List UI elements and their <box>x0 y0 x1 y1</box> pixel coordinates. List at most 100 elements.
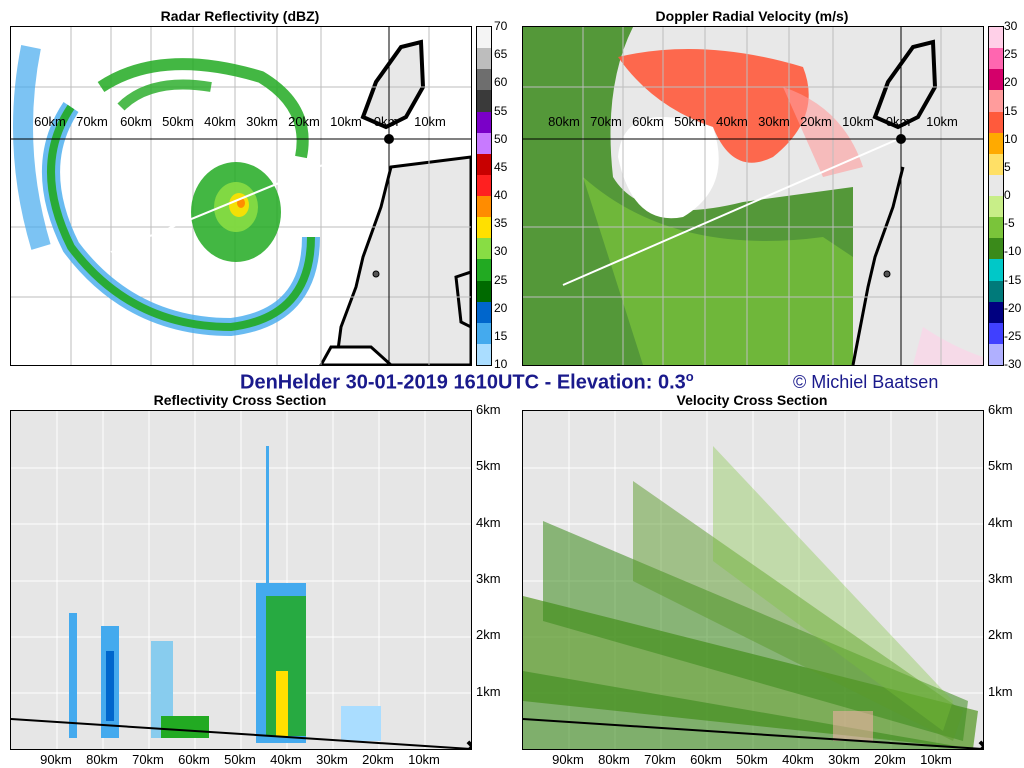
copyright: © Michiel Baatsen <box>793 372 939 392</box>
cross-x-label: 70km <box>132 752 164 767</box>
vel-km-label: 50km <box>674 114 706 129</box>
refl-cross-title: Reflectivity Cross Section <box>153 392 327 408</box>
colorbar-tick-label: -15 <box>1004 272 1022 287</box>
cross-x-label: 30km <box>828 752 860 767</box>
colorbar-tick-label: 20 <box>494 300 508 315</box>
height-label: 2km <box>988 627 1013 643</box>
velocity-title: Doppler Radial Velocity (m/s) <box>655 8 849 24</box>
colorbar-segment <box>477 132 491 156</box>
height-label: 3km <box>988 570 1013 586</box>
cross-x-label: 80km <box>86 752 118 767</box>
colorbar-tick-label: 35 <box>494 216 508 231</box>
refl-km-label: 60km <box>34 114 66 129</box>
height-label: 1km <box>476 683 501 699</box>
velocity-colorbar <box>988 26 1004 366</box>
colorbar-tick-label: -20 <box>1004 300 1022 315</box>
colorbar-segment <box>989 343 1003 365</box>
colorbar-tick-label: 10 <box>494 357 508 371</box>
colorbar-segment <box>477 27 491 50</box>
vel-km-label: 70km <box>590 114 622 129</box>
cross-x-label: 20km <box>874 752 906 767</box>
svg-text:✖: ✖ <box>465 737 471 749</box>
colorbar-segment <box>477 343 491 365</box>
height-label: 2km <box>476 627 501 643</box>
colorbar-segment <box>477 259 491 283</box>
colorbar-tick-label: -5 <box>1004 216 1015 231</box>
colorbar-tick-label: 30 <box>1004 19 1018 33</box>
vel-km-label: 10km <box>926 114 958 129</box>
refl-cross-section: ✖ <box>10 410 472 750</box>
colorbar-segment <box>477 111 491 135</box>
colorbar-tick-label: 20 <box>1004 75 1018 90</box>
colorbar-segment <box>477 301 491 325</box>
refl-km-label: 20km <box>288 114 320 129</box>
colorbar-segment <box>477 280 491 304</box>
cross-x-label: 50km <box>224 752 256 767</box>
colorbar-segment <box>989 280 1003 304</box>
colorbar-segment <box>477 196 491 219</box>
colorbar-tick-label: 15 <box>494 328 508 343</box>
colorbar-segment <box>477 238 491 262</box>
vel-km-label: 0km <box>885 114 911 129</box>
height-label: 4km <box>988 514 1013 530</box>
degree-sign: o <box>685 369 694 384</box>
vel-km-label: 40km <box>716 114 748 129</box>
refl-km-label: 0km <box>373 114 399 129</box>
vel-km-label: 20km <box>800 114 832 129</box>
refl-km-label: 60km <box>120 114 152 129</box>
height-label: 6km <box>476 402 501 417</box>
cross-x-label: 40km <box>270 752 302 767</box>
colorbar-tick-label: -30 <box>1004 357 1022 371</box>
reflectivity-title: Radar Reflectivity (dBZ) <box>160 8 320 24</box>
colorbar-tick-label: 5 <box>1004 159 1011 174</box>
colorbar-tick-label: 65 <box>494 47 508 62</box>
colorbar-tick-label: 25 <box>494 272 508 287</box>
colorbar-segment <box>989 174 1003 198</box>
refl-km-label: 10km <box>330 114 362 129</box>
colorbar-tick-label: 0 <box>1004 188 1011 202</box>
vel-km-label: 10km <box>842 114 874 129</box>
height-label: 5km <box>988 458 1013 474</box>
colorbar-tick-label: 15 <box>1004 103 1018 118</box>
colorbar-tick-label: 30 <box>494 244 508 259</box>
cross-x-label: 70km <box>644 752 676 767</box>
vel-km-label: 30km <box>758 114 790 129</box>
colorbar-tick-label: 25 <box>1004 47 1018 62</box>
cross-x-label: 10km <box>920 752 952 767</box>
svg-text:✖: ✖ <box>977 737 983 749</box>
refl-km-label: 10km <box>414 114 446 129</box>
cross-x-label: 50km <box>736 752 768 767</box>
colorbar-segment <box>989 238 1003 262</box>
height-label: 4km <box>476 514 501 530</box>
velocity-map-graphic <box>523 27 983 365</box>
cross-x-label: 30km <box>316 752 348 767</box>
reflectivity-colorbar <box>476 26 492 366</box>
height-label: 6km <box>988 402 1013 417</box>
main-title: DenHelder 30-01-2019 1610UTC - Elevation… <box>240 369 694 394</box>
colorbar-segment <box>989 132 1003 156</box>
colorbar-segment <box>989 153 1003 177</box>
colorbar-tick-label: -10 <box>1004 244 1022 259</box>
colorbar-tick-label: 40 <box>494 188 508 202</box>
height-label: 3km <box>476 570 501 586</box>
colorbar-tick-label: 60 <box>494 75 508 90</box>
vel-km-label: 60km <box>632 114 664 129</box>
reflectivity-map <box>10 26 472 366</box>
colorbar-tick-label: 50 <box>494 131 508 146</box>
cross-x-label: 60km <box>690 752 722 767</box>
colorbar-segment <box>477 153 491 177</box>
colorbar-tick-label: 45 <box>494 159 508 174</box>
refl-km-label: 70km <box>76 114 108 129</box>
refl-km-label: 30km <box>246 114 278 129</box>
colorbar-segment <box>989 69 1003 93</box>
vel-km-label: 80km <box>548 114 580 129</box>
height-label: 1km <box>988 683 1013 699</box>
colorbar-segment <box>477 217 491 240</box>
cross-x-label: 90km <box>40 752 72 767</box>
vel-cross-section: ✖ <box>522 410 984 750</box>
colorbar-segment <box>477 322 491 346</box>
colorbar-segment <box>989 217 1003 240</box>
colorbar-segment <box>477 174 491 198</box>
vel-cross-graphic: ✖ <box>523 411 983 749</box>
colorbar-segment <box>989 90 1003 114</box>
